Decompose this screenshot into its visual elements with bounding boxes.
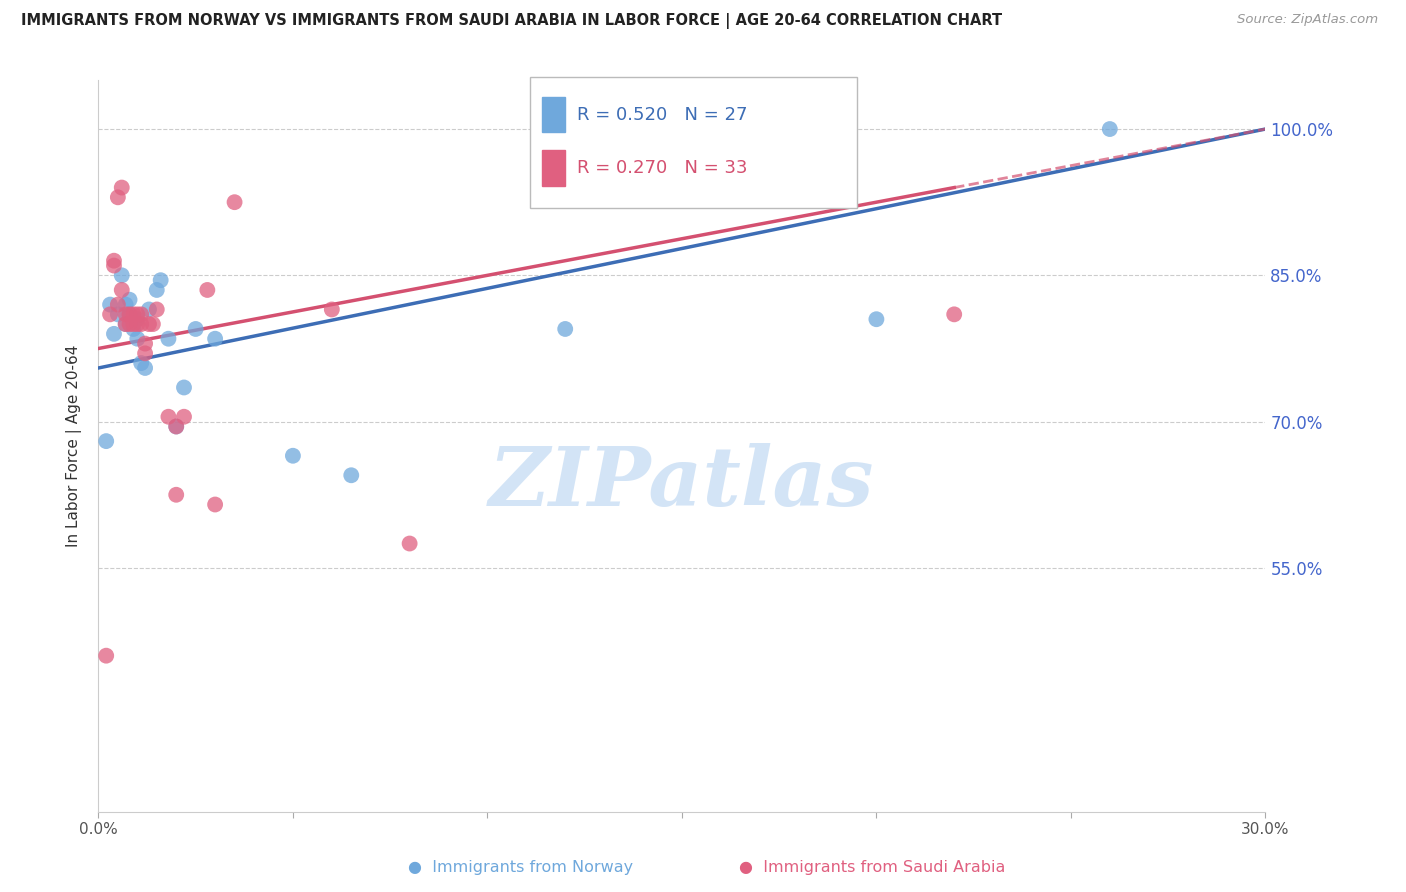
Point: [107, 297, 129, 311]
Point: [1098, 122, 1121, 136]
Point: [195, 283, 218, 297]
Text: ●  Immigrants from Norway: ● Immigrants from Norway: [408, 860, 633, 874]
Point: [114, 317, 136, 331]
Point: [134, 361, 156, 376]
Bar: [541, 151, 565, 186]
Point: [129, 356, 152, 370]
Point: [98, 297, 121, 311]
Text: Source: ZipAtlas.com: Source: ZipAtlas.com: [1237, 13, 1378, 27]
Point: [103, 326, 125, 341]
Point: [129, 307, 152, 321]
Point: [165, 419, 187, 434]
Point: [138, 317, 160, 331]
Point: [122, 322, 145, 336]
Point: [138, 302, 160, 317]
Point: [554, 322, 576, 336]
Point: [111, 268, 134, 283]
Point: [340, 468, 363, 483]
Point: [157, 332, 180, 346]
Point: [943, 307, 966, 321]
Point: [134, 336, 156, 351]
Point: [127, 307, 149, 321]
Point: [122, 317, 145, 331]
Text: R = 0.520   N = 27: R = 0.520 N = 27: [576, 105, 748, 124]
Point: [134, 346, 156, 360]
Point: [157, 409, 180, 424]
Point: [165, 488, 187, 502]
Point: [224, 195, 246, 210]
Point: [96, 648, 118, 663]
Point: [281, 449, 304, 463]
Text: IMMIGRANTS FROM NORWAY VS IMMIGRANTS FROM SAUDI ARABIA IN LABOR FORCE | AGE 20-6: IMMIGRANTS FROM NORWAY VS IMMIGRANTS FRO…: [21, 13, 1002, 29]
Point: [111, 180, 134, 194]
Point: [321, 302, 343, 317]
Point: [107, 307, 129, 321]
Point: [146, 283, 169, 297]
Point: [103, 253, 125, 268]
Point: [114, 307, 136, 321]
Text: ZIPatlas: ZIPatlas: [489, 442, 875, 523]
Point: [149, 273, 172, 287]
Point: [111, 283, 134, 297]
Point: [127, 312, 149, 326]
Point: [118, 317, 141, 331]
Point: [173, 380, 195, 394]
Point: [129, 317, 152, 331]
Point: [184, 322, 207, 336]
Point: [127, 332, 149, 346]
Point: [204, 498, 226, 512]
Point: [398, 536, 420, 550]
Point: [204, 332, 226, 346]
Point: [122, 307, 145, 321]
Text: ●  Immigrants from Saudi Arabia: ● Immigrants from Saudi Arabia: [738, 860, 1005, 874]
Point: [165, 419, 187, 434]
Point: [96, 434, 118, 449]
Point: [118, 307, 141, 321]
Point: [173, 409, 195, 424]
Point: [142, 317, 165, 331]
Point: [146, 302, 169, 317]
Point: [865, 312, 887, 326]
Point: [98, 307, 121, 321]
Point: [114, 317, 136, 331]
Point: [114, 297, 136, 311]
Bar: [541, 97, 565, 132]
Point: [103, 259, 125, 273]
Point: [118, 293, 141, 307]
Y-axis label: In Labor Force | Age 20-64: In Labor Force | Age 20-64: [66, 345, 83, 547]
Point: [127, 317, 149, 331]
Point: [107, 190, 129, 204]
Text: R = 0.270   N = 33: R = 0.270 N = 33: [576, 159, 748, 177]
Point: [118, 307, 141, 321]
FancyBboxPatch shape: [530, 77, 858, 209]
